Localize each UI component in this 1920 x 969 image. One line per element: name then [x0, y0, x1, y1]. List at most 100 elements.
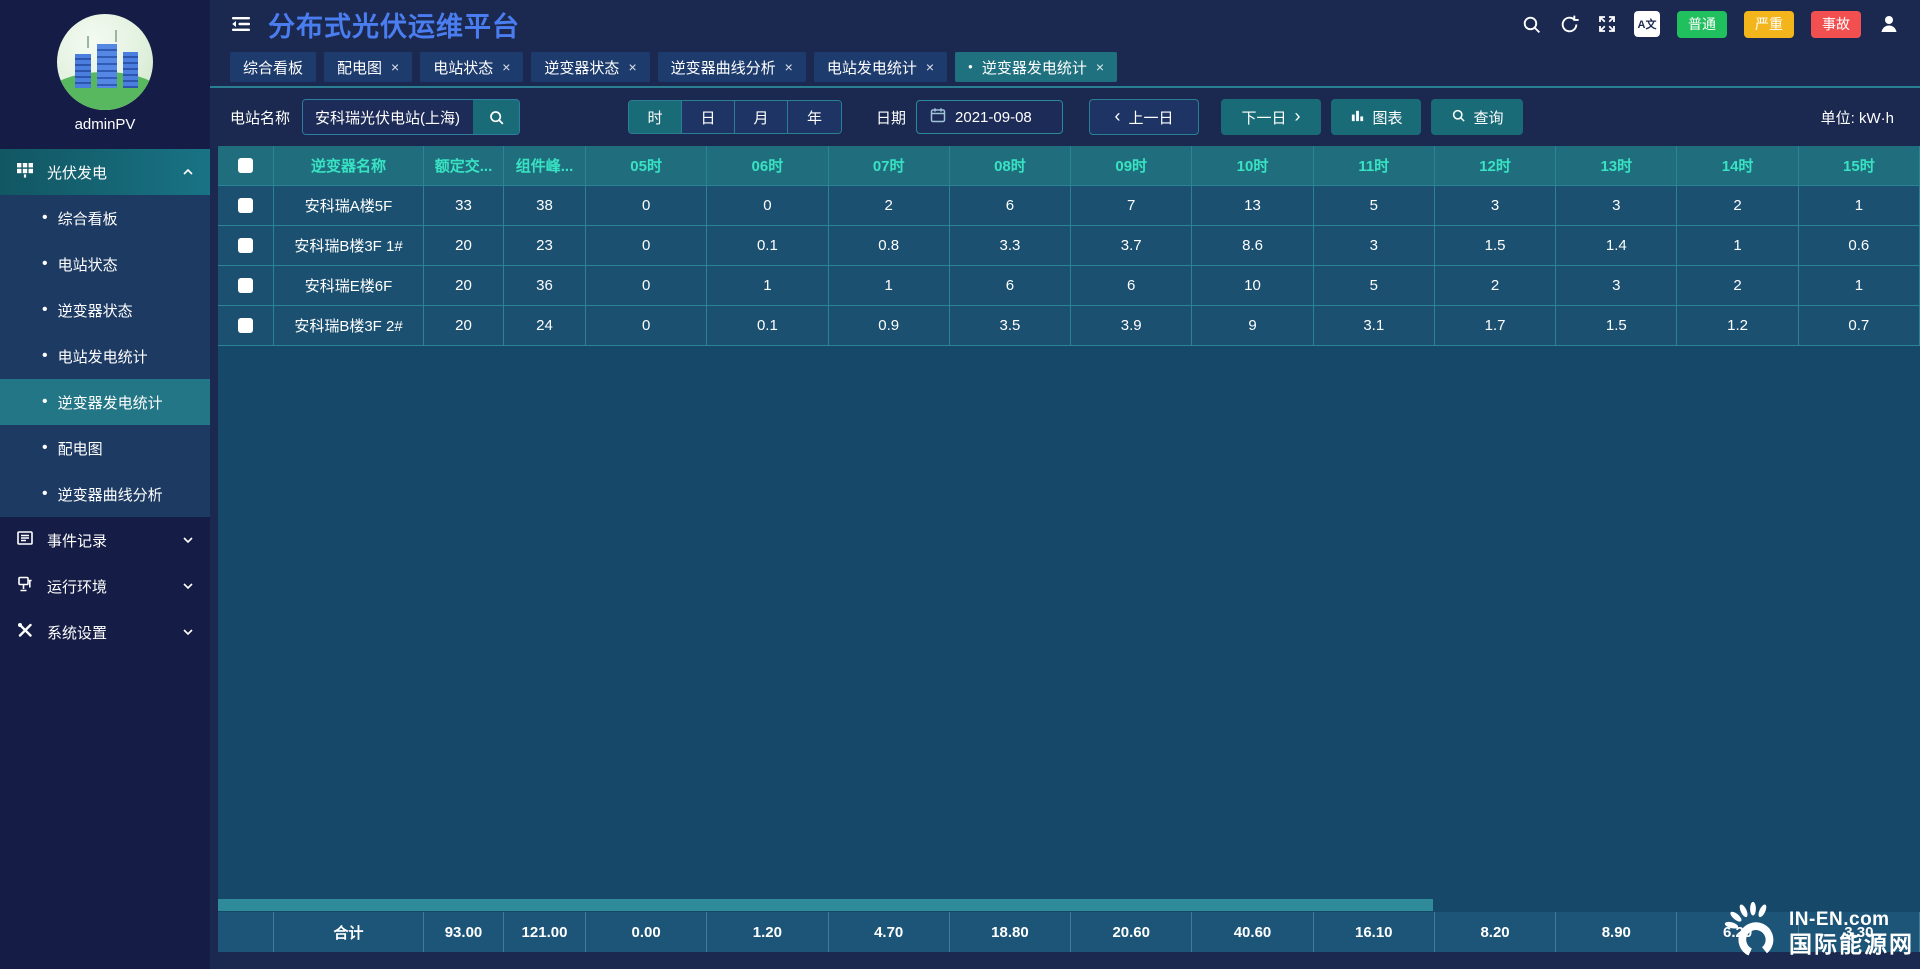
value-cell: 20 [424, 306, 504, 346]
value-cell: 3 [1556, 186, 1677, 226]
station-search-button[interactable] [473, 100, 519, 134]
search-icon [1451, 108, 1466, 127]
column-header: 逆变器名称 [274, 146, 424, 186]
sidebar-item-label: 事件记录 [47, 530, 107, 551]
value-cell: 6 [1071, 266, 1192, 306]
refresh-icon[interactable] [1559, 14, 1580, 35]
value-cell: 0 [586, 306, 707, 346]
value-cell: 3.3 [950, 226, 1071, 266]
tab[interactable]: 综合看板 [230, 52, 316, 82]
value-cell: 10 [1192, 266, 1313, 306]
value-cell: 1 [1799, 266, 1920, 306]
period-option[interactable]: 日 [682, 101, 735, 133]
row-checkbox[interactable] [218, 306, 274, 346]
tab[interactable]: ● 逆变器发电统计 × [955, 52, 1117, 82]
close-icon[interactable]: × [926, 59, 934, 75]
alarm-badge-fault[interactable]: 事故 [1811, 11, 1861, 38]
value-cell: 3.1 [1314, 306, 1435, 346]
sidebar-subitem[interactable]: • 配电图 [0, 425, 210, 471]
row-checkbox[interactable] [218, 226, 274, 266]
total-cell: 8.20 [1435, 912, 1556, 952]
sidebar: adminPV 光伏发电 • 综合看板 • 电站状态 [0, 0, 210, 969]
translate-icon[interactable]: A文 [1634, 11, 1660, 37]
value-cell: 3.5 [950, 306, 1071, 346]
menu-toggle-icon[interactable] [230, 14, 252, 34]
query-button[interactable]: 查询 [1431, 99, 1523, 135]
bullet-icon: • [42, 486, 48, 502]
sidebar-item-label: 系统设置 [47, 622, 107, 643]
next-day-button[interactable]: 下一日 › [1221, 99, 1321, 135]
tab-bar: 综合看板 配电图 × 电站状态 × 逆变器状态 × [210, 48, 1920, 88]
period-option[interactable]: 年 [788, 101, 841, 133]
value-cell: 0.1 [707, 306, 828, 346]
watermark-line2: 国际能源网 [1789, 931, 1914, 957]
sidebar-item-pv-generation[interactable]: 光伏发电 [0, 149, 210, 195]
value-cell: 7 [1071, 186, 1192, 226]
date-picker[interactable]: 2021-09-08 [916, 100, 1063, 134]
value-cell: 0.8 [829, 226, 950, 266]
period-option[interactable]: 月 [735, 101, 788, 133]
bullet-icon: • [42, 210, 48, 226]
sidebar-subitem[interactable]: • 逆变器状态 [0, 287, 210, 333]
sidebar-item-event-records[interactable]: 事件记录 [0, 517, 210, 563]
watermark-line1: IN-EN.com [1789, 909, 1914, 931]
value-cell: 1.2 [1677, 306, 1798, 346]
row-checkbox[interactable] [218, 186, 274, 226]
sidebar-item-system-settings[interactable]: 系统设置 [0, 609, 210, 655]
bullet-icon: • [42, 440, 48, 456]
station-input[interactable] [303, 100, 473, 134]
prev-day-button[interactable]: ‹ 上一日 [1089, 99, 1199, 135]
column-header: 11时 [1314, 146, 1435, 186]
chart-button[interactable]: 图表 [1331, 99, 1421, 135]
value-cell: 0 [586, 266, 707, 306]
tab[interactable]: 电站状态 × [420, 52, 523, 82]
total-cell: 93.00 [424, 912, 504, 952]
document-icon [16, 529, 34, 551]
table-footer-row: 合计 93.00121.000.001.204.7018.8020.6040.6… [218, 912, 1920, 952]
sidebar-subitem[interactable]: • 电站状态 [0, 241, 210, 287]
footer-empty-cell [218, 912, 274, 952]
bullet-icon: • [42, 302, 48, 318]
sidebar-subitem-label: 综合看板 [58, 208, 118, 229]
column-header: 14时 [1677, 146, 1798, 186]
value-cell: 1.7 [1435, 306, 1556, 346]
tab[interactable]: 逆变器曲线分析 × [658, 52, 806, 82]
sidebar-subitem[interactable]: • 逆变器发电统计 [0, 379, 210, 425]
alarm-badge-severe[interactable]: 严重 [1744, 11, 1794, 38]
total-cell: 4.70 [829, 912, 950, 952]
value-cell: 13 [1192, 186, 1313, 226]
row-checkbox[interactable] [218, 266, 274, 306]
sidebar-subitem[interactable]: • 综合看板 [0, 195, 210, 241]
close-icon[interactable]: × [628, 59, 636, 75]
value-cell: 1.5 [1435, 226, 1556, 266]
total-cell: 16.10 [1314, 912, 1435, 952]
fullscreen-icon[interactable] [1597, 14, 1617, 34]
total-cell: 1.20 [707, 912, 828, 952]
value-cell: 1 [1799, 186, 1920, 226]
value-cell: 5 [1314, 186, 1435, 226]
value-cell: 3.9 [1071, 306, 1192, 346]
sidebar-subitem-label: 逆变器发电统计 [58, 392, 163, 413]
search-icon[interactable] [1521, 14, 1542, 35]
header-checkbox[interactable] [218, 146, 274, 186]
tab[interactable]: 配电图 × [324, 52, 412, 82]
close-icon[interactable]: × [785, 59, 793, 75]
close-icon[interactable]: × [502, 59, 510, 75]
close-icon[interactable]: × [1096, 59, 1104, 75]
close-icon[interactable]: × [391, 59, 399, 75]
horizontal-scrollbar[interactable] [218, 899, 1433, 911]
alarm-badge-normal[interactable]: 普通 [1677, 11, 1727, 38]
table-row: 安科瑞B楼3F 1# 202300.10.83.33.78.631.51.410… [218, 226, 1920, 266]
value-cell: 1 [1677, 226, 1798, 266]
user-icon[interactable] [1878, 13, 1900, 35]
tab-label: 电站发电统计 [827, 57, 917, 78]
value-cell: 3 [1556, 266, 1677, 306]
sidebar-subitem[interactable]: • 逆变器曲线分析 [0, 471, 210, 517]
value-cell: 1 [829, 266, 950, 306]
tab[interactable]: 逆变器状态 × [531, 52, 649, 82]
period-option[interactable]: 时 [629, 101, 682, 133]
sidebar-item-runtime-environment[interactable]: 运行环境 [0, 563, 210, 609]
tools-icon [16, 621, 34, 643]
tab[interactable]: 电站发电统计 × [814, 52, 947, 82]
sidebar-subitem[interactable]: • 电站发电统计 [0, 333, 210, 379]
